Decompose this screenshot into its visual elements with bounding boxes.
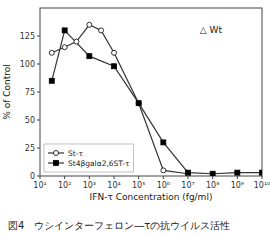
x-tick-label: 10²: [58, 181, 71, 190]
data-point: [62, 28, 67, 33]
y-tick-label: 125: [20, 32, 35, 41]
data-point: [186, 170, 191, 175]
data-point: [49, 78, 54, 83]
x-tick-label: 10⁸: [206, 181, 219, 190]
legend-marker: [54, 151, 59, 156]
data-point: [161, 140, 166, 145]
data-point: [235, 170, 240, 175]
data-point: [62, 45, 67, 50]
data-point: [87, 22, 92, 27]
data-point: [49, 50, 54, 55]
x-tick-label: 10¹⁰: [254, 181, 270, 190]
data-point: [260, 170, 263, 175]
legend: St-τSt4βgalα2,6ST-τ: [44, 144, 133, 172]
x-tick-label: 10⁴: [107, 181, 120, 190]
y-tick-label: 50: [25, 116, 35, 125]
x-tick-label: 10⁶: [157, 181, 170, 190]
legend-marker: [54, 161, 59, 166]
data-point: [161, 168, 166, 173]
caption: 図4 ウシインターフェロン―τの抗ウイルス活性: [8, 220, 230, 231]
data-point: [99, 28, 104, 33]
x-tick-label: 10³: [83, 181, 96, 190]
legend-frame: [44, 144, 133, 172]
legend-label: St-τ: [68, 149, 83, 158]
y-tick-label: 0: [30, 172, 35, 181]
x-tick-label: 10⁷: [181, 181, 194, 190]
y-tick-label: 25: [25, 144, 35, 153]
background: [0, 0, 270, 235]
legend-label: St4βgalα2,6ST-τ: [68, 159, 130, 168]
data-point: [136, 101, 141, 106]
plot-frame: [40, 8, 262, 176]
data-point: [74, 39, 79, 44]
data-point: [112, 50, 117, 55]
x-tick-label: 10⁹: [231, 181, 244, 190]
y-tick-label: 100: [20, 60, 35, 69]
y-tick-label: 75: [25, 88, 35, 97]
x-axis-label: IFN-τ Concentration (fg/ml): [90, 192, 213, 202]
data-point: [87, 54, 92, 59]
data-point: [210, 171, 215, 176]
data-point: [136, 101, 141, 106]
chart: 0 25 50 75 100 125 10¹ 10² 10³ 10⁴ 10⁵ 10⁶ 10⁷ 10⁸ 10⁹…: [0, 0, 270, 235]
annotation: △ Wt: [200, 25, 223, 35]
y-axis-label: % of Control: [2, 64, 12, 119]
x-tick-label: 10⁵: [132, 181, 145, 190]
x-tick-label: 10¹: [33, 181, 46, 190]
data-point: [112, 64, 117, 69]
plot-area: [49, 22, 262, 176]
